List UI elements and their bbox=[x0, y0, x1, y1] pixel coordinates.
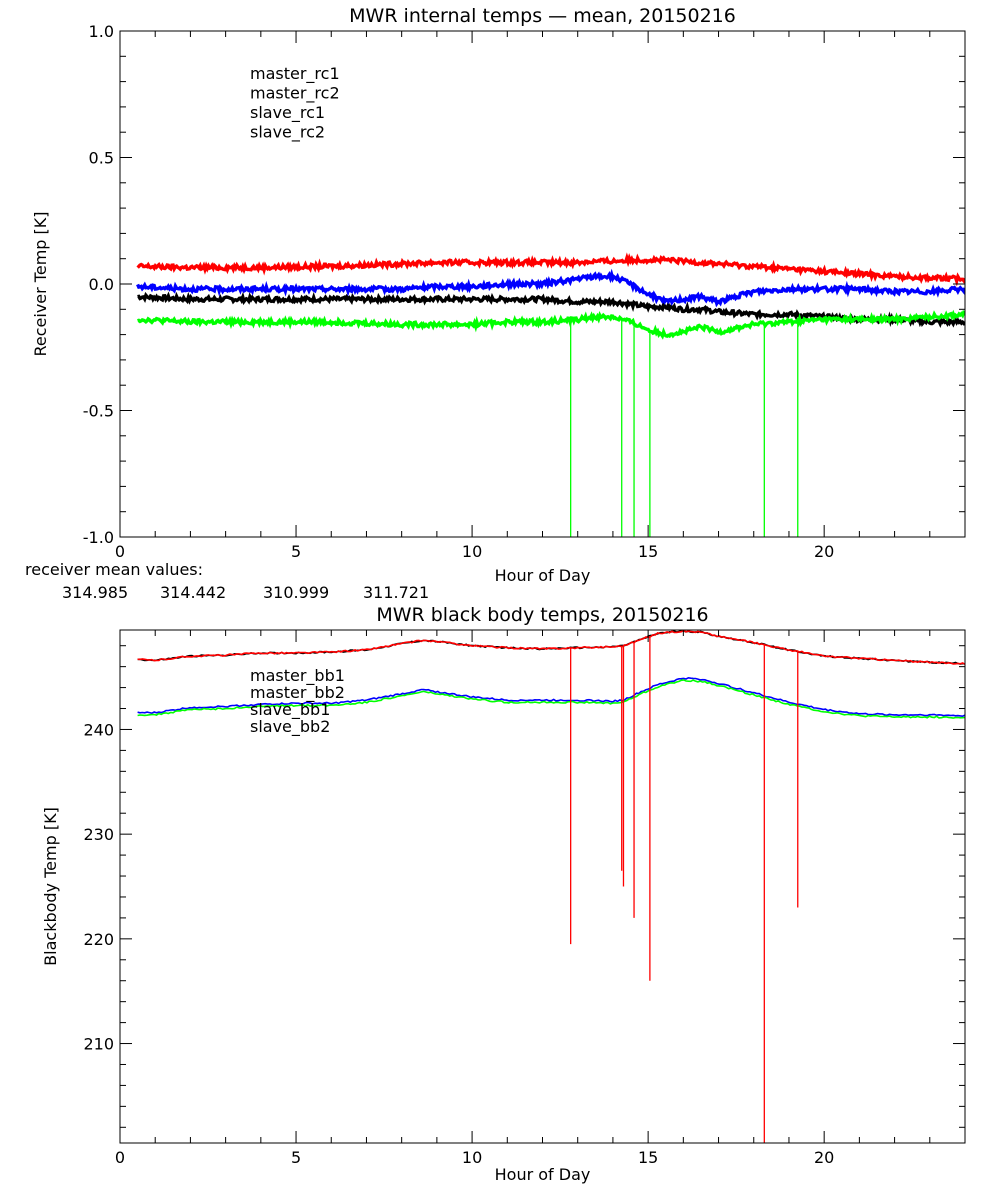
y-tick-label: 230 bbox=[83, 825, 114, 844]
mean-value: 314.442 bbox=[160, 583, 226, 602]
legend-entry: slave_bb2 bbox=[250, 717, 330, 737]
plot-data-area bbox=[136, 252, 965, 537]
y-tick-label: 0.5 bbox=[89, 149, 114, 168]
mean-values-label: receiver mean values: bbox=[25, 560, 203, 579]
x-tick-label: 5 bbox=[291, 1148, 301, 1167]
series-line-slave_rc1 bbox=[136, 268, 965, 308]
series-line-master_rc2 bbox=[136, 252, 965, 287]
y-tick-label: -1.0 bbox=[83, 528, 114, 547]
y-tick-label: 240 bbox=[83, 720, 114, 739]
x-tick-label: 10 bbox=[462, 1148, 482, 1167]
series-line-slave_bb1 bbox=[137, 676, 965, 718]
series-line-slave_bb2 bbox=[137, 679, 965, 719]
y-axis-label: Receiver Temp [K] bbox=[31, 211, 50, 356]
x-tick-label: 20 bbox=[814, 1148, 834, 1167]
mean-value: 310.999 bbox=[263, 583, 329, 602]
x-axis-label: Hour of Day bbox=[495, 1165, 591, 1184]
mean-value: 311.721 bbox=[363, 583, 429, 602]
series-line-master_bb1 bbox=[137, 630, 965, 665]
chart-title: MWR internal temps — mean, 20150216 bbox=[349, 5, 736, 27]
x-axis-label: Hour of Day bbox=[495, 566, 591, 585]
legend-entry: master_bb2 bbox=[250, 683, 345, 703]
legend-entry: master_bb1 bbox=[250, 666, 345, 686]
receiver-temps-chart: 0 5 10 15 20 -1.0 -0.5 0.0 0.5 1.0 MWR internal te… bbox=[25, 5, 966, 602]
y-axis-label: Blackbody Temp [K] bbox=[41, 807, 60, 966]
y-tick-label: 210 bbox=[83, 1035, 114, 1054]
x-tick-label: 15 bbox=[638, 542, 658, 561]
series-line-master_rc1 bbox=[137, 291, 965, 328]
x-tick-label: 5 bbox=[291, 542, 301, 561]
x-tick-label: 0 bbox=[115, 542, 125, 561]
legend-entry: master_rc1 bbox=[250, 64, 340, 84]
x-tick-label: 20 bbox=[814, 542, 834, 561]
series-line-slave_rc2 bbox=[137, 309, 965, 340]
x-tick-label: 0 bbox=[115, 1148, 125, 1167]
legend-entry: slave_rc1 bbox=[250, 103, 325, 123]
y-tick-label: 1.0 bbox=[89, 22, 114, 41]
y-tick-label: 220 bbox=[83, 930, 114, 949]
blackbody-temps-chart: 0 5 10 15 20 210 220 230 240 MWR black body temps… bbox=[41, 604, 966, 1184]
legend-entry: master_rc2 bbox=[250, 84, 340, 104]
y-tick-label: 0.0 bbox=[89, 275, 114, 294]
y-tick-label: -0.5 bbox=[83, 402, 114, 421]
chart-title: MWR black body temps, 20150216 bbox=[376, 604, 708, 626]
series-line-master_bb2 bbox=[137, 630, 965, 665]
legend-entry: slave_bb1 bbox=[250, 700, 330, 720]
x-tick-label: 15 bbox=[638, 1148, 658, 1167]
x-tick-label: 10 bbox=[462, 542, 482, 561]
legend-entry: slave_rc2 bbox=[250, 123, 325, 143]
plot-data-area bbox=[137, 630, 965, 1143]
mean-value: 314.985 bbox=[62, 583, 128, 602]
